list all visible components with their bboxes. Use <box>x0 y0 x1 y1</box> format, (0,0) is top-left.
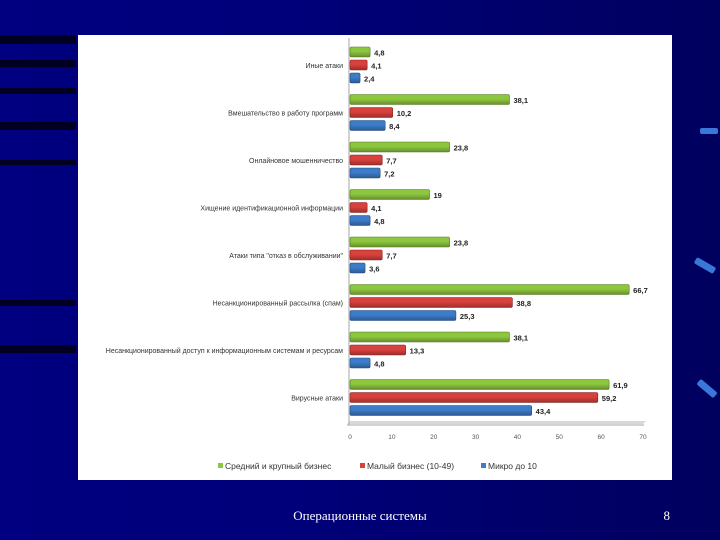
bar <box>349 310 457 321</box>
bar-data-label: 3,6 <box>369 265 379 274</box>
bar <box>349 215 371 226</box>
bar <box>349 59 368 71</box>
bar-data-label: 7,7 <box>386 252 396 261</box>
bar <box>349 236 450 248</box>
x-tick-label: 40 <box>514 434 522 441</box>
bar <box>349 189 430 200</box>
bar <box>349 297 513 308</box>
decor-mark <box>693 256 717 275</box>
legend-swatch <box>218 463 223 468</box>
bar <box>349 262 366 274</box>
bar-data-label: 19 <box>434 191 442 200</box>
bar <box>349 357 371 369</box>
chart-back-wall <box>350 38 646 428</box>
bar <box>349 107 393 118</box>
x-tick-label: 30 <box>472 434 480 441</box>
bar-chart: Иные атаки Вмешательство в работу програм… <box>106 38 648 471</box>
bar <box>349 202 368 213</box>
x-tick-label: 60 <box>598 434 606 441</box>
x-tick-label: 50 <box>556 434 564 441</box>
decor-bar <box>0 60 76 67</box>
bar <box>349 344 406 356</box>
category-label: Несанкционированный доступ к информацион… <box>106 347 343 355</box>
legend-label: Малый бизнес (10-49) <box>367 461 454 471</box>
chart-panel: Иные атаки Вмешательство в работу програм… <box>78 35 672 480</box>
bar <box>349 167 381 179</box>
category-label: Хищение идентификационной информации <box>200 205 343 213</box>
bar-data-label: 66,7 <box>633 286 648 295</box>
decor-bar <box>0 88 76 94</box>
bar-data-label: 7,2 <box>384 170 394 179</box>
legend-swatch <box>481 463 486 468</box>
bar-data-label: 38,1 <box>513 96 528 105</box>
category-label: Вирусные атаки <box>291 396 343 403</box>
bar-data-label: 2,4 <box>364 75 375 84</box>
bar <box>349 46 371 58</box>
category-label: Атаки типа "отказ в обслуживании" <box>229 252 343 260</box>
decor-bar <box>0 35 76 44</box>
bar <box>349 94 510 105</box>
x-tick-label: 10 <box>388 434 396 441</box>
x-tick-label: 70 <box>639 434 647 441</box>
slide-page-number: 8 <box>663 508 671 523</box>
bar <box>349 141 450 153</box>
category-label: Вмешательство в работу программ <box>228 110 343 118</box>
decor-bar <box>0 300 76 306</box>
decor-bar <box>0 160 76 165</box>
bar-data-label: 59,2 <box>602 394 617 403</box>
bar <box>349 392 599 403</box>
legend-label: Средний и крупный бизнес <box>225 461 332 471</box>
bar <box>349 331 510 343</box>
x-tick-label: 0 <box>348 434 352 441</box>
bar <box>349 249 383 261</box>
bar-data-label: 38,1 <box>513 334 528 343</box>
bar-data-label: 13,3 <box>410 347 425 356</box>
bar-data-label: 4,1 <box>371 62 381 71</box>
decor-bar <box>0 345 76 353</box>
bar <box>349 120 386 131</box>
bar-data-label: 23,8 <box>454 239 469 248</box>
bar-data-label: 38,8 <box>516 299 531 308</box>
bar-data-label: 4,1 <box>371 204 381 213</box>
decor-mark <box>696 378 718 399</box>
category-label: Онлайновое мошенничество <box>249 157 343 165</box>
bar-data-label: 10,2 <box>397 109 412 118</box>
bar-data-label: 4,8 <box>374 360 384 369</box>
bar-data-label: 4,8 <box>374 49 384 58</box>
category-label: Несанкционированный рассылка (спам) <box>213 300 343 308</box>
bar-data-label: 25,3 <box>460 312 475 321</box>
x-tick-label: 20 <box>430 434 438 441</box>
bar <box>349 284 630 295</box>
chart-floor <box>347 421 646 424</box>
bar <box>349 379 610 390</box>
bar-data-label: 4,8 <box>374 217 384 226</box>
bar <box>349 154 383 166</box>
bar <box>349 72 361 84</box>
category-label: Иные атаки <box>306 63 344 70</box>
bar-data-label: 61,9 <box>613 381 628 390</box>
legend-label: Микро до 10 <box>488 461 537 471</box>
decor-mark <box>700 128 718 134</box>
bar-data-label: 23,8 <box>454 144 469 153</box>
legend-swatch <box>360 463 365 468</box>
slide-footer-title: Операционные системы <box>293 508 427 523</box>
bar <box>349 405 532 416</box>
decor-bar <box>0 122 76 130</box>
bar-data-label: 43,4 <box>536 407 551 416</box>
bar-data-label: 8,4 <box>389 122 400 131</box>
bar-data-label: 7,7 <box>386 157 396 166</box>
